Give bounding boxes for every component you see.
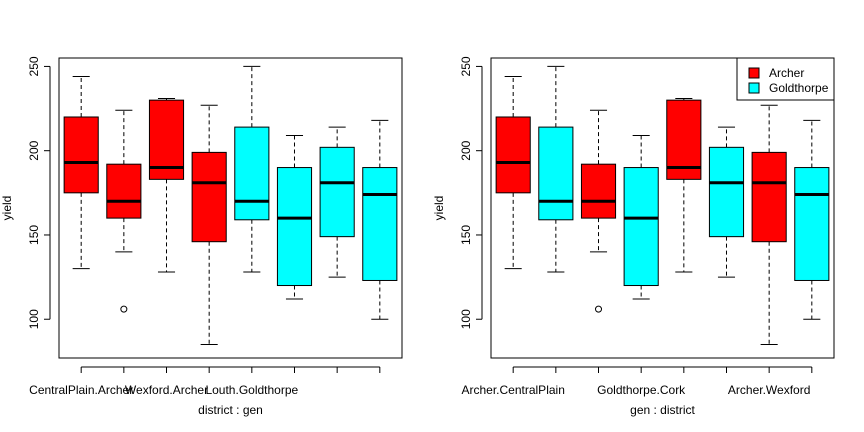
box-4 <box>191 104 227 346</box>
box-body <box>191 151 227 243</box>
plot-frame <box>490 57 835 359</box>
box-body <box>751 151 787 243</box>
y-tick-label: 100 <box>459 309 473 329</box>
plot-frame <box>58 57 403 359</box>
box-4 <box>623 135 659 300</box>
box-7 <box>751 104 787 346</box>
box-body <box>234 126 270 221</box>
box-body <box>276 167 313 287</box>
y-tick-label: 250 <box>459 56 473 76</box>
box-body <box>580 163 617 219</box>
y-axis-title: yield <box>432 196 446 221</box>
legend-label: Goldthorpe <box>769 81 829 95</box>
x-tick-label: Louth.Goldthorpe <box>205 383 298 397</box>
chart-panel-1: 100 150 200 250 CentralPlain.ArcherWexford.A… <box>0 56 403 417</box>
box-body <box>362 167 398 281</box>
box-3 <box>580 109 617 313</box>
x-tick-label: CentralPlain.Archer <box>29 383 133 397</box>
box-8 <box>362 119 398 320</box>
y-tick-label: 100 <box>27 309 41 329</box>
y-tick-label: 150 <box>27 225 41 245</box>
box-body <box>495 116 531 194</box>
box-body <box>106 163 142 219</box>
box-5 <box>666 97 702 273</box>
box-6 <box>276 135 313 300</box>
box-body <box>794 167 830 281</box>
outlier-point <box>595 305 603 313</box>
box-1 <box>63 76 99 270</box>
box-8 <box>794 119 830 320</box>
x-axis-title: gen : district <box>630 403 695 417</box>
x-tick-label: Archer.CentralPlain <box>461 383 564 397</box>
x-tick-label: Archer.Wexford <box>728 383 810 397</box>
x-tick-label: Wexford.Archer <box>125 383 208 397</box>
box-1 <box>495 76 531 270</box>
box-body <box>538 126 574 221</box>
box-body <box>319 146 355 238</box>
y-tick-label: 200 <box>27 140 41 160</box>
y-tick-label: 200 <box>459 140 473 160</box>
chart-panel-2: 100 150 200 250 Archer.CentralPlain Goldthorp… <box>432 56 835 417</box>
legend-label: Archer <box>769 66 804 80</box>
y-tick-label: 150 <box>459 225 473 245</box>
box-body <box>623 167 659 287</box>
y-tick-label: 250 <box>27 56 41 76</box>
box-2 <box>538 65 574 273</box>
box-body <box>63 116 99 194</box>
box-body <box>708 146 745 238</box>
outlier-point <box>120 305 128 313</box>
box-2 <box>106 109 142 313</box>
x-tick-label: Goldthorpe.Cork <box>597 383 686 397</box>
box-6 <box>708 126 745 278</box>
box-3 <box>148 97 185 273</box>
legend-swatch-goldthorpe <box>748 82 760 94</box>
box-5 <box>234 65 270 273</box>
box-7 <box>319 126 355 278</box>
x-axis-title: district : gen <box>198 403 263 417</box>
y-axis-title: yield <box>0 196 14 221</box>
legend-swatch-archer <box>748 67 760 79</box>
